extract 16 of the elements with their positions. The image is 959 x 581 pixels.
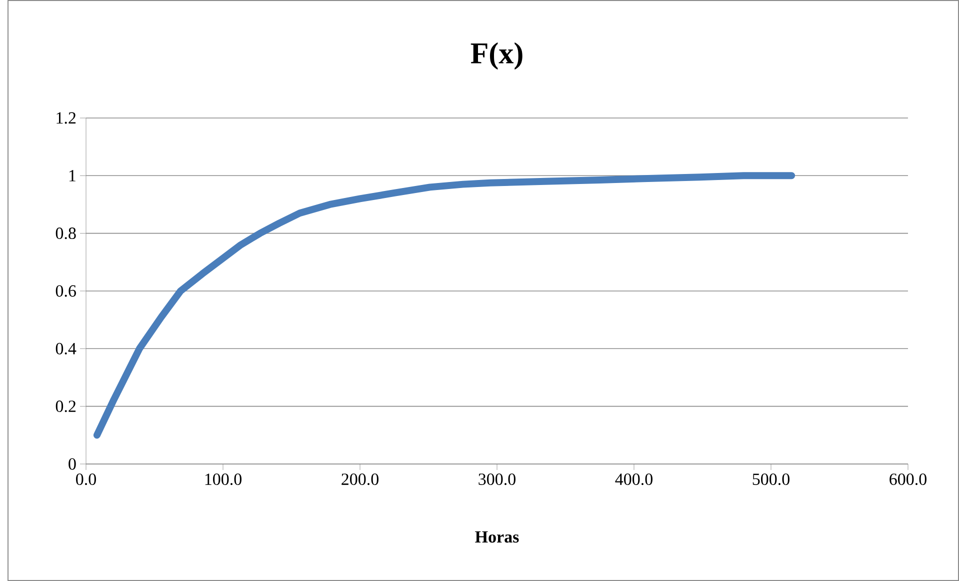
y-tick-label: 0.6 bbox=[56, 285, 76, 297]
y-tick-label: 0.8 bbox=[56, 228, 76, 240]
x-tick-label: 100.0 bbox=[205, 474, 242, 486]
x-tick-label: 0.0 bbox=[76, 474, 96, 486]
y-tick-label: 0.2 bbox=[56, 400, 76, 412]
y-tick-label: 0.4 bbox=[56, 342, 76, 354]
x-tick-label: 600.0 bbox=[890, 474, 926, 486]
x-tick-label: 200.0 bbox=[342, 474, 378, 486]
x-tick-label: 500.0 bbox=[752, 474, 790, 486]
y-tick-label: 0 bbox=[68, 458, 76, 470]
x-tick-label: 300.0 bbox=[478, 474, 516, 486]
chart-title: F(x) bbox=[470, 42, 522, 70]
y-tick-label: 1.2 bbox=[56, 112, 76, 124]
x-tick-label: 400.0 bbox=[615, 474, 652, 486]
x-axis-title: Horas bbox=[475, 531, 519, 543]
y-tick-label: 1 bbox=[69, 170, 76, 182]
